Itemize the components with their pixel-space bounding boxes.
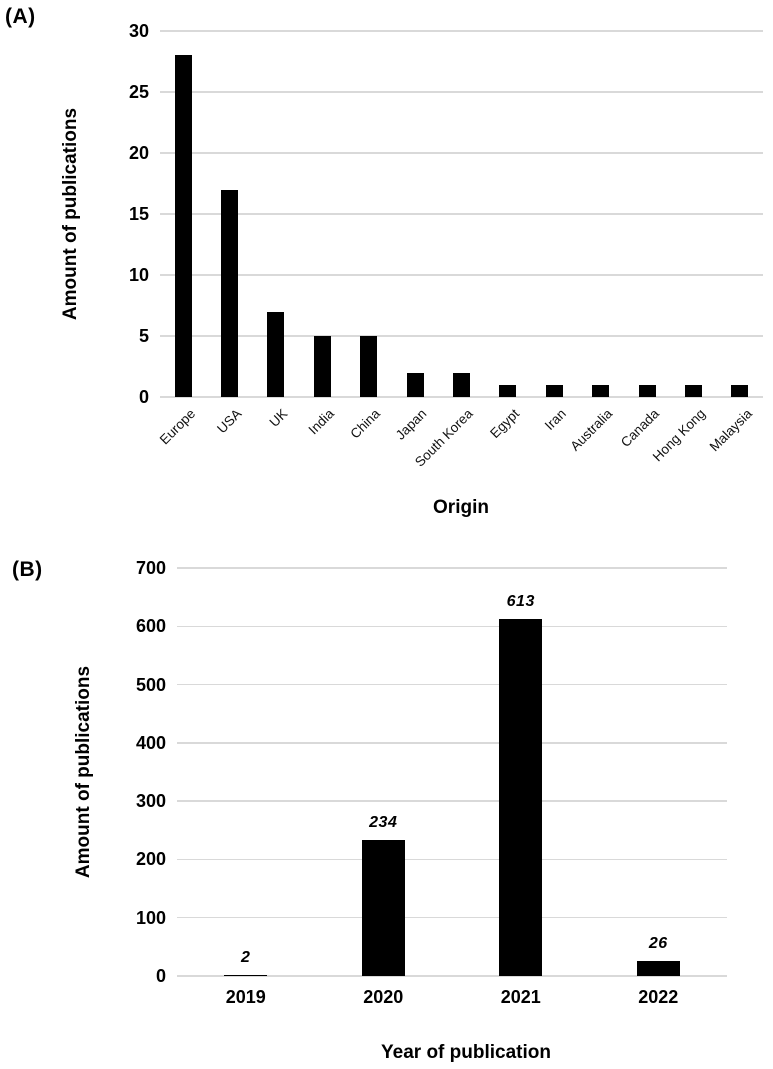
x-tick-label-china: China <box>347 406 384 442</box>
bar-australia <box>592 384 610 397</box>
gridline-y-200 <box>177 858 727 861</box>
bar-usa <box>221 189 239 397</box>
x-tick-label-india: India <box>305 406 337 438</box>
bar-hong-kong <box>684 384 702 397</box>
x-tick-label-europe: Europe <box>156 406 198 448</box>
y-tick-label-700: 700 <box>135 558 166 578</box>
bar-malaysia <box>731 384 749 397</box>
panel-b-x-axis-title: Year of publication <box>381 1042 551 1063</box>
bar-value-label-2020: 234 <box>369 813 398 831</box>
gridline-y-600 <box>177 625 727 628</box>
y-tick-label-200: 200 <box>135 849 166 870</box>
x-tick-label-malaysia: Malaysia <box>706 406 755 455</box>
gridline-y-15 <box>160 213 763 215</box>
panel-b-publications-by-year: (B) Amount of publications Year of publi… <box>0 530 773 1069</box>
y-tick-label-25: 25 <box>128 82 149 102</box>
bar-value-label-2022: 26 <box>648 934 668 952</box>
x-tick-label-canada: Canada <box>617 406 662 451</box>
bar-south-korea <box>453 372 470 397</box>
gridline-y-300 <box>177 800 727 802</box>
bar-egypt <box>499 384 517 397</box>
gridline-y-5 <box>160 335 763 337</box>
x-tick-label-australia: Australia <box>567 406 616 454</box>
panel-a-y-axis-title: Amount of publications <box>60 107 81 321</box>
y-tick-label-0: 0 <box>138 387 149 407</box>
x-tick-label-2022: 2022 <box>638 987 679 1007</box>
gridline-y-400 <box>177 742 727 744</box>
x-tick-label-2021: 2021 <box>500 987 541 1007</box>
y-tick-label-600: 600 <box>135 616 166 637</box>
gridline-y-0 <box>160 396 763 398</box>
panel-b-label: (B) <box>12 558 43 581</box>
y-tick-label-30: 30 <box>128 21 149 41</box>
bar-europe <box>174 55 192 397</box>
y-tick-label-20: 20 <box>128 143 149 163</box>
bar-2021 <box>499 618 543 976</box>
bar-japan <box>406 372 424 397</box>
x-tick-label-japan: Japan <box>393 406 430 443</box>
bar-uk <box>267 311 285 397</box>
bar-value-label-2021: 613 <box>506 592 535 610</box>
bar-canada <box>638 384 656 397</box>
panel-b-y-axis-title: Amount of publications <box>73 665 94 879</box>
y-tick-label-300: 300 <box>135 791 166 812</box>
y-tick-label-15: 15 <box>128 204 149 224</box>
panel-a-label: (A) <box>5 5 36 28</box>
bar-iran <box>545 384 563 397</box>
gridline-y-10 <box>160 274 763 276</box>
gridline-y-25 <box>160 91 763 93</box>
x-tick-label-iran: Iran <box>541 406 569 434</box>
y-tick-label-10: 10 <box>128 265 149 285</box>
y-tick-label-400: 400 <box>135 732 166 753</box>
x-tick-label-uk: UK <box>266 406 291 430</box>
bar-value-label-2019: 2 <box>241 948 251 966</box>
y-tick-label-5: 5 <box>138 326 149 346</box>
bar-india <box>313 336 331 397</box>
x-tick-label-egypt: Egypt <box>487 406 523 442</box>
panel-a-publications-by-origin: (A) Amount of publications Origin 0 5 10 15… <box>0 0 773 530</box>
gridline-y-30 <box>160 30 763 32</box>
bar-2020 <box>361 839 405 976</box>
x-tick-label-2019: 2019 <box>225 987 266 1007</box>
gridline-y-700 <box>177 567 727 569</box>
bar-2019 <box>224 974 268 976</box>
gridline-y-500 <box>177 683 727 686</box>
y-tick-label-500: 500 <box>135 674 166 695</box>
bar-2022 <box>636 960 680 976</box>
gridline-y-0 <box>177 975 727 977</box>
gridline-y-20 <box>160 152 763 154</box>
y-tick-label-100: 100 <box>135 907 166 928</box>
gridline-y-100 <box>177 916 727 919</box>
x-tick-label-2020: 2020 <box>363 987 404 1007</box>
y-tick-label-0: 0 <box>155 966 166 986</box>
panel-a-x-axis-title: Origin <box>433 497 489 518</box>
bar-china <box>360 336 378 397</box>
x-tick-label-usa: USA <box>213 406 245 437</box>
